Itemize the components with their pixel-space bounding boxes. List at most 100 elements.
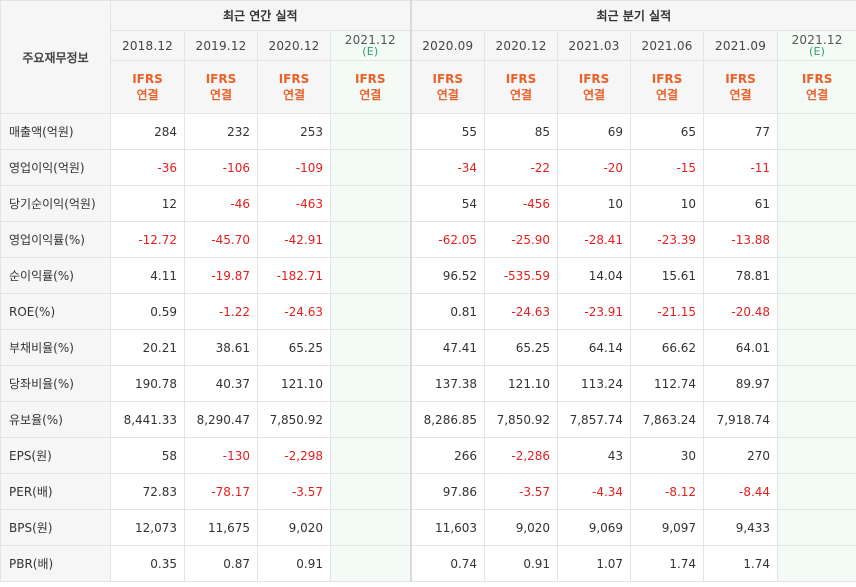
ifrs-badge: IFRS 연결 [777,60,856,114]
table-cell: -11 [703,149,779,186]
row-label: 매출액(억원) [0,113,111,150]
row-label: 부채비율(%) [0,329,111,366]
table-cell: 64.14 [557,329,632,366]
ifrs-badge: IFRS 연결 [484,60,559,114]
table-cell: -78.17 [184,473,258,510]
table-cell: 284 [110,113,185,150]
ifrs-badge: IFRS 연결 [703,60,779,114]
table-cell: 77 [703,113,779,150]
table-cell: 0.91 [257,545,331,582]
ifrs-badge: IFRS 연결 [409,60,486,114]
table-cell: -42.91 [257,221,331,258]
table-cell [777,149,856,186]
table-cell: 58 [110,437,185,474]
row-label: EPS(원) [0,437,111,474]
table-cell [777,401,856,438]
table-cell: 7,863.24 [630,401,705,438]
table-cell: -36 [110,149,185,186]
period-label: 2020.12 [268,38,320,53]
table-cell: -1.22 [184,293,258,330]
table-cell: 66.62 [630,329,705,366]
table-row: ROE(%) 0.59 -1.22 -24.63 0.81 -24.63 -23.91 -21… [0,293,856,330]
ifrs-label: IFRS [278,72,310,86]
table-cell: 15.61 [630,257,705,294]
period-label: 2018.12 [121,38,174,53]
table-cell: 10 [557,185,632,222]
row-label: 당기순이익(억원) [0,185,111,222]
table-cell: 64.01 [703,329,779,366]
quarterly-group-header: 최근 분기 실적 [409,0,856,31]
ifrs-label: IFRS [355,72,386,86]
period-label: 2019.12 [195,38,247,53]
table-cell: 9,097 [630,509,705,546]
table-cell: 69 [557,113,632,150]
ifrs-badge: IFRS 연결 [110,60,185,114]
period-label: 2021.06 [641,38,693,53]
table-cell: -24.63 [484,293,559,330]
table-cell [777,365,856,402]
table-row: EPS(원) 58 -130 -2,298 266 -2,286 43 30 270 [0,437,856,474]
table-cell: 65 [630,113,705,150]
ifrs-label: IFRS [578,72,610,86]
table-cell: 0.59 [110,293,185,330]
table-cell: 7,918.74 [703,401,779,438]
period-label: 2021.09 [715,38,767,53]
period-header: 2018.12 [110,30,185,61]
table-cell [329,149,412,186]
table-cell [329,509,412,546]
table-cell [329,257,412,294]
consolidated-label: 연결 [136,88,159,102]
table-cell: 96.52 [409,257,486,294]
table-cell: 1.74 [703,545,779,582]
table-cell: -182.71 [257,257,331,294]
table-cell: -456 [484,185,559,222]
table-cell [329,473,412,510]
table-cell: 8,290.47 [184,401,258,438]
ifrs-label: IFRS [651,72,683,86]
table-cell: 20.21 [110,329,185,366]
table-cell: 61 [703,185,779,222]
table-cell: -25.90 [484,221,559,258]
consolidated-label: 연결 [282,88,306,102]
table-cell [329,365,412,402]
row-label: 영업이익률(%) [0,221,111,258]
table-cell: -24.63 [257,293,331,330]
ifrs-label: IFRS [505,72,537,86]
table-cell: 38.61 [184,329,258,366]
row-label: 순이익률(%) [0,257,111,294]
table-cell: 270 [703,437,779,474]
table-cell: 1.74 [630,545,705,582]
period-label: 2021.12 [791,32,843,47]
table-cell: -3.57 [257,473,331,510]
consolidated-label: 연결 [583,88,606,102]
table-cell: -46 [184,185,258,222]
table-cell: 85 [484,113,559,150]
table-cell: -13.88 [703,221,779,258]
annual-group-header: 최근 연간 실적 [109,0,412,31]
period-label: 2021.12 [344,32,396,47]
table-cell [329,293,412,330]
table-row: 유보율(%) 8,441.33 8,290.47 7,850.92 8,286.85 7,… [0,401,856,438]
table-cell: 9,433 [703,509,779,546]
table-cell: 78.81 [703,257,779,294]
table-cell: -21.15 [630,293,705,330]
table-cell: -23.91 [557,293,632,330]
table-cell: 65.25 [484,329,559,366]
table-cell [777,545,856,582]
table-cell: -463 [257,185,331,222]
ifrs-label: IFRS [132,72,163,86]
row-label: PER(배) [0,473,111,510]
table-cell [329,185,412,222]
table-cell: 30 [630,437,705,474]
ifrs-badge: IFRS 연결 [630,60,705,114]
period-header: 2021.09 [703,30,779,61]
table-cell: 0.87 [184,545,258,582]
table-cell [329,221,412,258]
table-row: 순이익률(%) 4.11 -19.87 -182.71 96.52 -535.59 14.0… [0,257,856,294]
table-cell [777,221,856,258]
table-cell: 190.78 [110,365,185,402]
table-cell [777,185,856,222]
table-cell: 1.07 [557,545,632,582]
period-header: 2021.03 [557,30,632,61]
table-cell [329,437,412,474]
